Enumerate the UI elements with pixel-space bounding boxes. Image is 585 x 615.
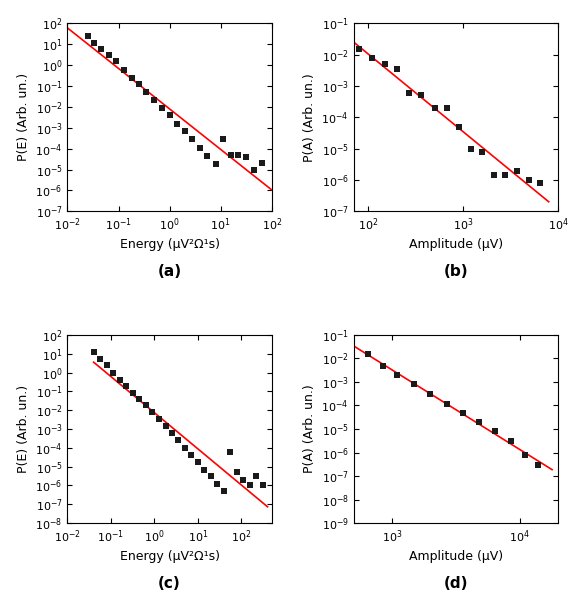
Point	[442, 399, 452, 408]
Point	[104, 50, 113, 60]
Point	[161, 421, 170, 430]
Point	[96, 44, 105, 54]
Point	[242, 152, 251, 162]
Point	[150, 95, 159, 105]
Point	[252, 472, 261, 482]
Point	[410, 379, 419, 389]
X-axis label: Energy (μV²Ω¹s): Energy (μV²Ω¹s)	[119, 550, 219, 563]
Point	[173, 119, 182, 129]
Point	[134, 79, 143, 89]
Point	[195, 143, 205, 153]
Point	[232, 467, 242, 477]
Point	[506, 437, 515, 446]
Point	[165, 110, 174, 120]
Point	[167, 428, 177, 438]
Point	[83, 31, 92, 41]
Point	[180, 126, 190, 136]
Y-axis label: P(E) (Arb. un.): P(E) (Arb. un.)	[16, 385, 30, 473]
Point	[378, 360, 388, 370]
Point	[199, 464, 209, 474]
Point	[173, 435, 183, 445]
Y-axis label: P(A) (Arb. un.): P(A) (Arb. un.)	[303, 384, 316, 474]
Point	[218, 134, 228, 144]
Point	[95, 354, 104, 364]
Point	[430, 103, 439, 113]
Point	[207, 472, 216, 482]
Point	[89, 347, 98, 357]
X-axis label: Amplitude (μV): Amplitude (μV)	[409, 239, 503, 252]
Point	[404, 88, 414, 98]
Point	[187, 450, 196, 460]
Point	[157, 103, 166, 113]
Y-axis label: P(E) (Arb. un.): P(E) (Arb. un.)	[16, 73, 30, 161]
Point	[211, 159, 221, 169]
Point	[188, 135, 197, 145]
Point	[535, 178, 545, 188]
Point	[180, 443, 190, 453]
Point	[249, 165, 259, 175]
Point	[115, 375, 125, 385]
Point	[458, 408, 467, 418]
Text: (b): (b)	[443, 264, 468, 279]
Point	[120, 65, 129, 74]
Text: (d): (d)	[443, 576, 468, 591]
Point	[154, 414, 163, 424]
Point	[135, 394, 144, 404]
Point	[474, 417, 484, 427]
Point	[219, 486, 229, 496]
Point	[213, 479, 222, 489]
Point	[102, 360, 111, 370]
Point	[534, 460, 543, 470]
Point	[525, 175, 534, 185]
Point	[226, 150, 236, 160]
Point	[520, 450, 529, 460]
Point	[355, 44, 364, 54]
Point	[363, 349, 373, 359]
Point	[233, 150, 243, 160]
Point	[203, 151, 212, 161]
Point	[246, 480, 255, 490]
Point	[466, 144, 475, 154]
Point	[489, 170, 498, 180]
Point	[121, 381, 130, 391]
Text: (c): (c)	[158, 576, 181, 591]
Point	[392, 64, 401, 74]
Point	[501, 170, 510, 180]
Point	[193, 457, 202, 467]
Point	[393, 370, 402, 380]
Point	[478, 147, 487, 157]
Point	[512, 165, 522, 175]
Point	[90, 38, 99, 47]
Text: (a): (a)	[157, 264, 182, 279]
Point	[108, 368, 118, 378]
Point	[142, 87, 151, 97]
Point	[141, 400, 150, 410]
Y-axis label: P(A) (Arb. un.): P(A) (Arb. un.)	[303, 73, 316, 162]
Point	[127, 73, 136, 82]
Point	[442, 103, 452, 113]
Point	[112, 57, 121, 66]
Point	[454, 122, 463, 132]
Point	[128, 388, 137, 398]
Point	[257, 159, 267, 169]
Point	[367, 53, 377, 63]
Point	[239, 475, 248, 485]
Point	[380, 59, 390, 69]
Point	[417, 90, 426, 100]
Point	[259, 480, 268, 490]
Point	[148, 407, 157, 417]
Point	[225, 447, 235, 457]
X-axis label: Amplitude (μV): Amplitude (μV)	[409, 550, 503, 563]
X-axis label: Energy (μV²Ω¹s): Energy (μV²Ω¹s)	[119, 239, 219, 252]
Point	[490, 426, 500, 436]
Point	[426, 389, 435, 399]
